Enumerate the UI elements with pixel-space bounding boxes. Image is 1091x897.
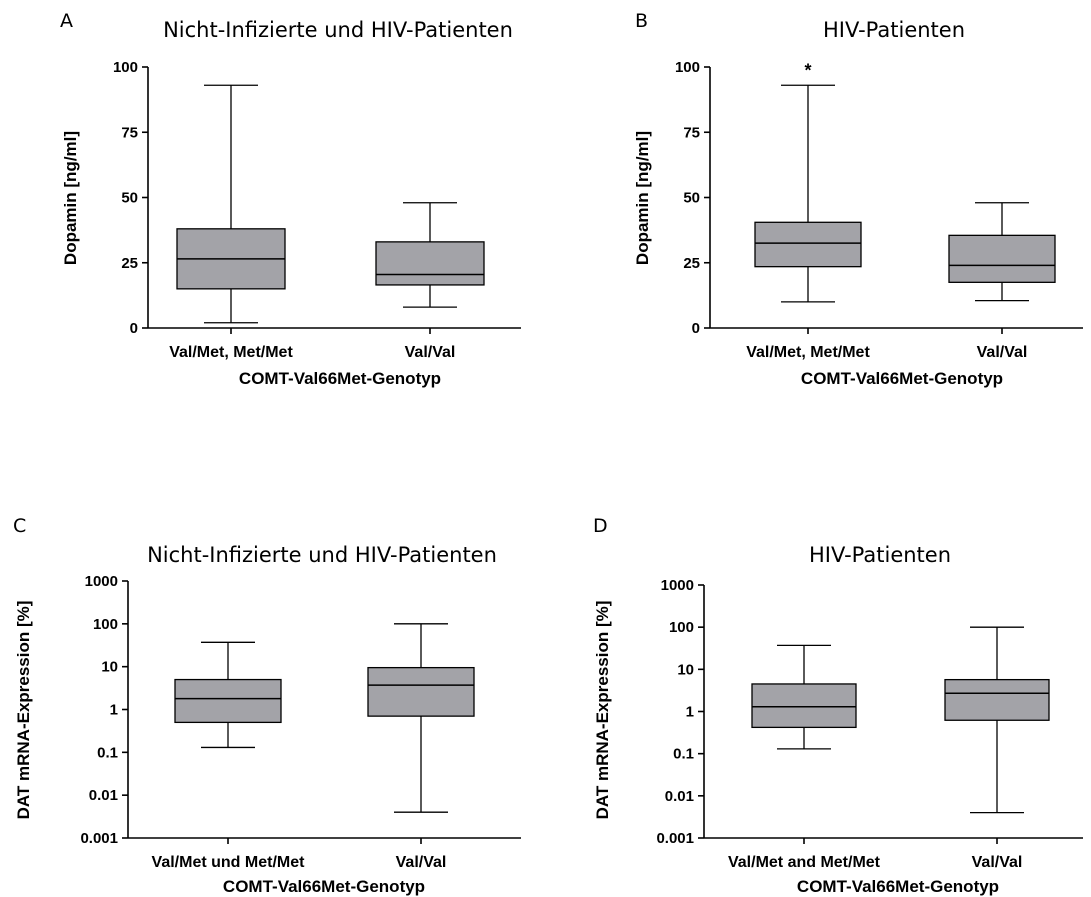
box-plot-2 (944, 626, 1050, 814)
y-axis-label: DAT mRNA-Expression [%] (593, 601, 612, 820)
iqr-box (948, 234, 1056, 283)
y-tick-label: 75 (121, 124, 138, 141)
x-tick-label: Val/Met, Met/Met (169, 344, 293, 361)
x-tick-label: Val/Val (977, 344, 1028, 361)
chart-title: Nicht-Infizierte und HIV-Patienten (163, 18, 513, 42)
y-tick-label: 100 (113, 59, 138, 76)
x-tick-label: Val/Met und Met/Met (152, 854, 306, 871)
chart-title: HIV-Patienten (809, 543, 951, 567)
iqr-box (174, 678, 282, 724)
box-plot-2 (367, 623, 475, 813)
y-tick-label: 1 (686, 704, 694, 721)
y-tick-label: 0.01 (665, 788, 694, 805)
y-tick-label: 100 (675, 59, 700, 76)
y-axis-label: Dopamin [ng/ml] (61, 131, 80, 265)
significance-marker: * (804, 60, 811, 80)
box-plot-2 (948, 202, 1056, 302)
x-axis-label: COMT-Val66Met-Genotyp (797, 877, 999, 896)
x-axis-label: COMT-Val66Met-Genotyp (223, 877, 425, 896)
y-tick-label: 100 (93, 616, 118, 633)
y-tick-label: 50 (121, 190, 138, 207)
y-tick-label: 100 (669, 619, 694, 636)
x-tick-label: Val/Met, Met/Met (746, 344, 870, 361)
y-tick-label: 0.01 (89, 787, 118, 804)
y-tick-label: 0.001 (80, 830, 118, 847)
chart-panel-c: C Nicht-Infizierte und HIV-Patienten 0.001… (13, 515, 521, 896)
y-tick-label: 75 (683, 124, 700, 141)
box-plot-1 (754, 84, 862, 303)
y-tick-label: 0 (130, 320, 138, 337)
box-plot-2 (375, 202, 485, 308)
y-tick-label: 0 (692, 320, 700, 337)
chart-title: Nicht-Infizierte und HIV-Patienten (147, 543, 497, 567)
panel-letter: A (60, 10, 73, 32)
iqr-box (754, 221, 862, 268)
iqr-box (367, 666, 475, 717)
panel-letter: C (13, 515, 26, 537)
y-tick-label: 25 (121, 255, 138, 272)
y-tick-label: 0.1 (673, 746, 694, 763)
y-axis-label: Dopamin [ng/ml] (633, 131, 652, 265)
y-tick-label: 0.001 (656, 830, 694, 847)
y-tick-label: 1000 (85, 573, 118, 590)
y-tick-label: 0.1 (97, 744, 118, 761)
chart-panel-a: A Nicht-Infizierte und HIV-Patienten 0 25 50… (60, 10, 521, 388)
x-tick-label: Val/Val (972, 854, 1023, 871)
box-plot-1 (174, 641, 282, 749)
x-tick-label: Val/Val (405, 344, 456, 361)
y-tick-label: 1000 (661, 577, 694, 594)
box-plot-1 (751, 644, 857, 750)
iqr-box (944, 678, 1050, 721)
y-tick-label: 50 (683, 190, 700, 207)
box-plot-1 (176, 84, 286, 324)
y-tick-label: 10 (677, 661, 694, 678)
panel-letter: D (593, 515, 608, 537)
x-tick-label: Val/Val (396, 854, 447, 871)
y-tick-label: 1 (110, 702, 118, 719)
iqr-box (375, 241, 485, 286)
chart-title: HIV-Patienten (823, 18, 965, 42)
x-axis-label: COMT-Val66Met-Genotyp (801, 369, 1003, 388)
panel-letter: B (635, 10, 648, 32)
y-axis-label: DAT mRNA-Expression [%] (14, 601, 33, 820)
x-tick-label: Val/Met and Met/Met (728, 854, 881, 871)
chart-panel-d: D HIV-Patienten 0.001 0.01 0.1 1 10 100 1000 Val/… (593, 515, 1083, 896)
y-tick-label: 25 (683, 255, 700, 272)
y-tick-label: 10 (101, 659, 118, 676)
chart-panel-b: B HIV-Patienten 0 25 50 75 100 Val/Met, Met/Met… (633, 10, 1083, 388)
iqr-box (751, 683, 857, 729)
x-axis-label: COMT-Val66Met-Genotyp (239, 369, 441, 388)
